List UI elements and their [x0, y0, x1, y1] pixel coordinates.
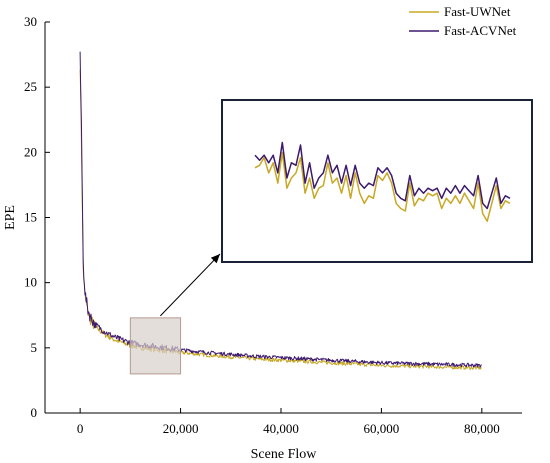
x-tick-label: 80,000: [464, 421, 500, 436]
inset-line-fast-acvnet: [254, 141, 511, 210]
inset-line-fast-uwnet: [254, 151, 511, 222]
y-tick-label: 5: [31, 340, 38, 355]
y-tick-label: 10: [24, 275, 37, 290]
inset-zoom-panel: [221, 99, 533, 263]
x-tick-label: 20,000: [163, 421, 199, 436]
y-tick-label: 0: [31, 405, 38, 420]
x-tick-label: 60,000: [364, 421, 400, 436]
x-axis-title: Scene Flow: [251, 447, 318, 462]
legend-label: Fast-ACVNet: [444, 23, 517, 38]
zoom-arrow: [159, 253, 221, 317]
y-tick-label: 25: [24, 79, 37, 94]
y-tick-label: 30: [24, 14, 37, 29]
axes: 0 5 10 15 20 25 30 0 20,000 40,000 60,000 80,000: [24, 14, 522, 436]
y-tick-label: 15: [24, 210, 37, 225]
y-axis-title: EPE: [3, 205, 18, 230]
zoom-arrowhead: [210, 254, 220, 264]
highlight-region: [129, 317, 182, 375]
x-tick-label: 40,000: [263, 421, 299, 436]
y-tick-label: 20: [24, 144, 37, 159]
x-tick-label: 0: [77, 421, 84, 436]
legend-label: Fast-UWNet: [444, 4, 511, 19]
legend: Fast-UWNet Fast-ACVNet: [409, 4, 517, 38]
inset-frame: [221, 99, 533, 263]
